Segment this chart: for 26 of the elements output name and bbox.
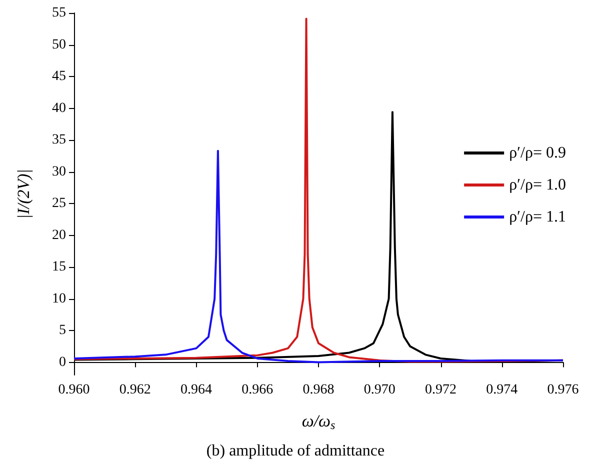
y-tick-label: 20 xyxy=(52,228,66,243)
x-tick-label: 0.972 xyxy=(425,382,456,398)
y-tick-label: 10 xyxy=(52,291,66,306)
y-tick-label: 40 xyxy=(52,100,66,116)
legend-label: ρ′/ρ= 1.0 xyxy=(509,176,566,194)
y-tick-label: 15 xyxy=(52,260,66,275)
y-tick-label: 45 xyxy=(52,69,66,84)
y-tick-label: 5 xyxy=(59,323,66,338)
x-tick-label: 0.968 xyxy=(302,382,334,398)
x-tick-label: 0.970 xyxy=(364,382,396,398)
y-tick-label: 50 xyxy=(52,37,66,52)
y-tick-label: 55 xyxy=(52,6,66,20)
y-tick-label: 35 xyxy=(52,132,66,148)
x-tick-label: 0.964 xyxy=(180,382,212,398)
x-tick-label: 0.960 xyxy=(58,382,90,398)
y-tick-label: 0 xyxy=(59,354,66,370)
x-tick-label: 0.962 xyxy=(119,382,151,398)
x-tick-label: 0.966 xyxy=(242,382,274,398)
legend-label: ρ′/ρ= 1.1 xyxy=(509,208,566,226)
y-tick-label: 30 xyxy=(52,164,66,180)
y-axis-title: |I/(2V)| xyxy=(14,169,33,219)
text: (b) amplitude of admittance xyxy=(206,442,385,460)
x-tick-label: 0.976 xyxy=(547,382,579,398)
legend-label: ρ′/ρ= 0.9 xyxy=(509,144,566,162)
x-tick-label: 0.974 xyxy=(486,382,518,398)
y-tick-label: 25 xyxy=(52,196,66,212)
